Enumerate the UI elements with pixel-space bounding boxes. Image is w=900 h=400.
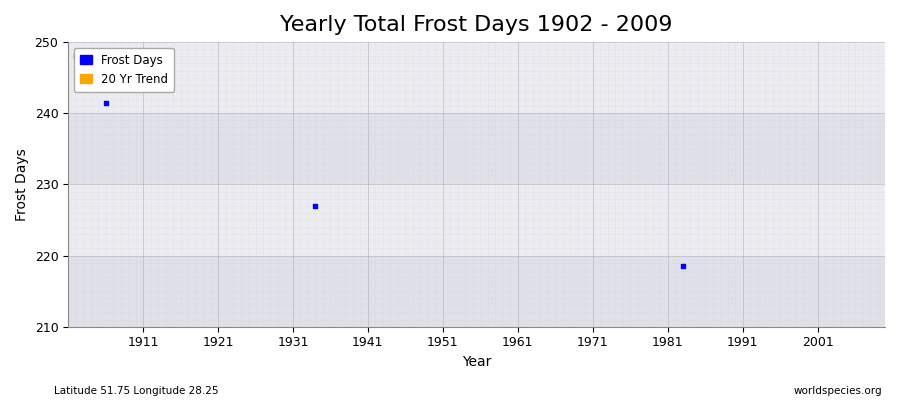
X-axis label: Year: Year <box>462 355 491 369</box>
Point <box>309 202 323 209</box>
Bar <box>68 256 885 327</box>
Bar <box>68 42 885 113</box>
Y-axis label: Frost Days: Frost Days <box>15 148 29 221</box>
Point <box>68 53 83 60</box>
Bar <box>68 113 885 184</box>
Text: worldspecies.org: worldspecies.org <box>794 386 882 396</box>
Point <box>98 99 112 106</box>
Text: Latitude 51.75 Longitude 28.25: Latitude 51.75 Longitude 28.25 <box>54 386 219 396</box>
Title: Yearly Total Frost Days 1902 - 2009: Yearly Total Frost Days 1902 - 2009 <box>280 15 673 35</box>
Bar <box>68 184 885 256</box>
Legend: Frost Days, 20 Yr Trend: Frost Days, 20 Yr Trend <box>74 48 174 92</box>
Point <box>676 263 690 270</box>
